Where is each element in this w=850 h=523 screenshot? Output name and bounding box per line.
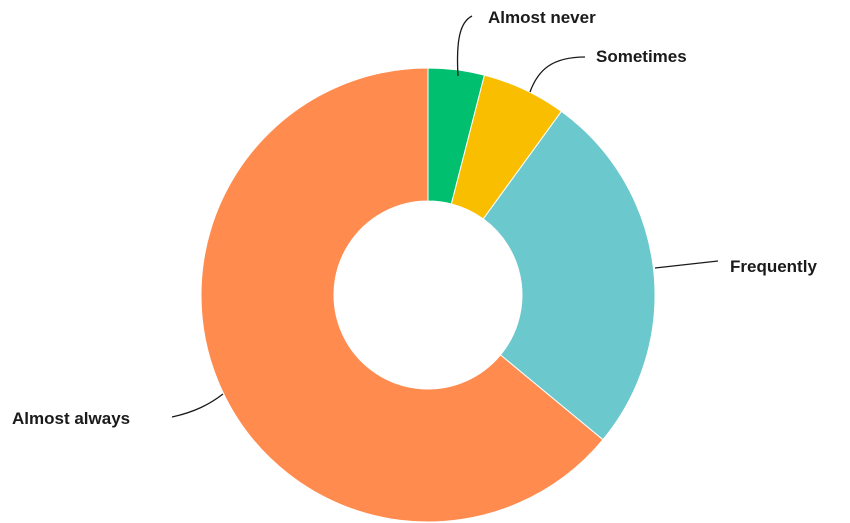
leader-line-frequently	[654, 260, 719, 269]
slice-almost-always[interactable]	[200, 67, 604, 523]
chart-leader-lines	[171, 15, 719, 418]
leader-line-almost-never	[456, 15, 473, 77]
chart-slices	[200, 67, 656, 523]
slice-frequently[interactable]	[482, 110, 656, 441]
leader-line-sometimes	[529, 56, 586, 93]
label-frequently: Frequently	[730, 257, 817, 276]
label-sometimes: Sometimes	[596, 47, 687, 66]
chart-labels: Almost never Sometimes Frequently Almost al…	[12, 8, 817, 428]
label-almost-always: Almost always	[12, 409, 130, 428]
leader-line-almost-always	[171, 393, 224, 418]
label-almost-never: Almost never	[488, 8, 596, 27]
